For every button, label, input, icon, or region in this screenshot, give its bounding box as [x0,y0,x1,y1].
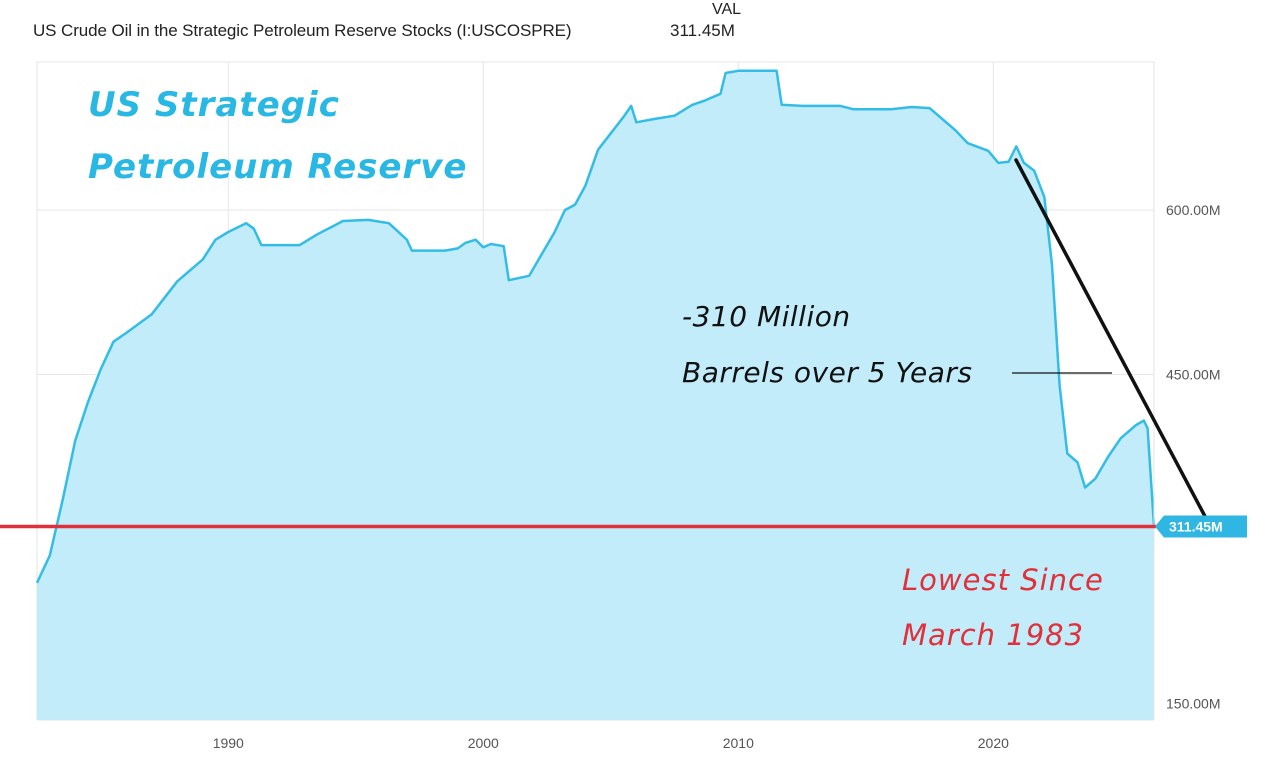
annotation-change-line1: -310 Million [682,300,851,333]
area-fill [37,70,1154,721]
legend-series-title: US Crude Oil in the Strategic Petroleum … [33,21,572,40]
x-tick-label: 2020 [978,735,1009,751]
x-tick-label: 2000 [468,735,499,751]
annotation-low-line1: Lowest Since [902,563,1104,597]
annotation-low-line2: March 1983 [902,618,1084,652]
last-value-badge-text: 311.45M [1169,518,1223,534]
last-value-badge: 311.45M [1155,515,1247,538]
y-axis-ticks: 150.00M 450.00M 600.00M [1166,202,1220,712]
x-tick-label: 2010 [723,735,754,751]
trend-line-decline [1014,158,1210,524]
last-value-badge-bg [1155,515,1247,538]
legend-column-header: VAL [712,1,742,18]
legend-series-value: 311.45M [670,21,735,40]
y-tick-label: 150.00M [1166,696,1220,712]
y-tick-label: 450.00M [1166,367,1220,383]
area-series-line [35,69,1156,584]
y-tick-label: 600.00M [1166,202,1220,218]
annotation-title-line1: US Strategic [88,85,340,125]
x-axis-ticks: 1990 2000 2010 2020 [213,735,1009,751]
annotation-change-line2: Barrels over 5 Years [682,356,972,389]
annotation-title-line2: Petroleum Reserve [88,147,467,187]
x-tick-label: 1990 [213,735,244,751]
